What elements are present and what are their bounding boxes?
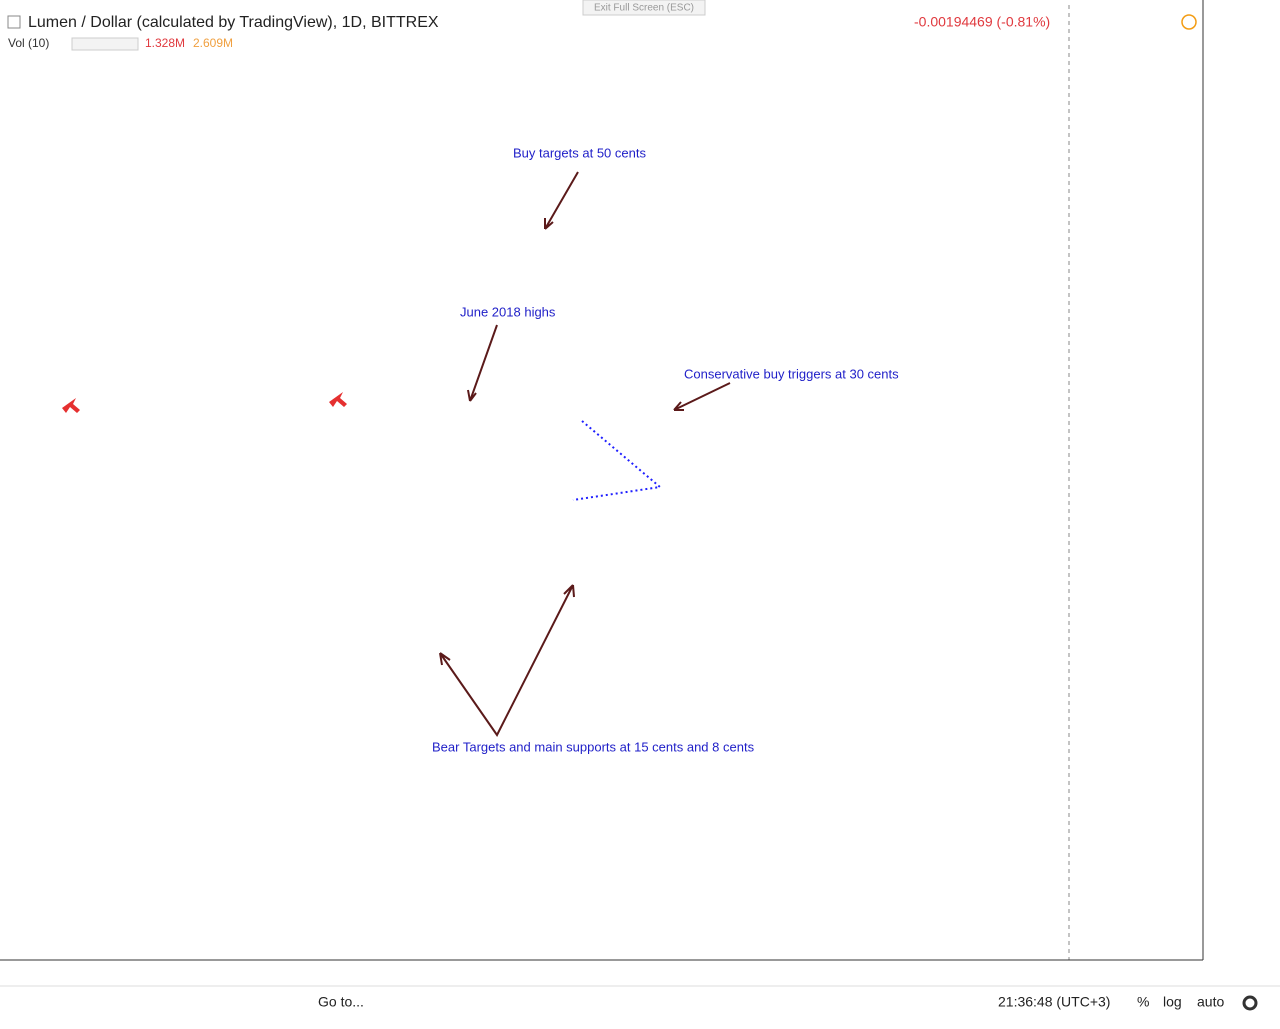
- annotation: Bear Targets and main supports at 15 cen…: [432, 739, 755, 754]
- exit-fullscreen[interactable]: Exit Full Screen (ESC): [594, 3, 694, 14]
- red-markers: [62, 392, 347, 413]
- volume-controls[interactable]: [71, 37, 139, 51]
- arrows: [439, 171, 731, 737]
- change: -0.00194469 (-0.81%): [914, 14, 1050, 30]
- triangle: [572, 420, 663, 501]
- annotation: June 2018 highs: [460, 304, 556, 319]
- auto-toggle[interactable]: auto: [1197, 994, 1224, 1010]
- clock: 21:36:48 (UTC+3): [998, 994, 1110, 1010]
- volume-label: Vol (10): [8, 36, 49, 50]
- goto[interactable]: Go to...: [318, 994, 364, 1010]
- settings-icon[interactable]: [1242, 995, 1258, 1011]
- alert-icon[interactable]: [1181, 14, 1197, 30]
- symbol-title: Lumen / Dollar (calculated by TradingVie…: [28, 14, 439, 31]
- annotation: Buy targets at 50 cents: [513, 145, 646, 160]
- exit-box[interactable]: [582, 0, 706, 16]
- percent-toggle[interactable]: %: [1137, 994, 1149, 1010]
- collapse[interactable]: [7, 15, 21, 29]
- annotation: Conservative buy triggers at 30 cents: [684, 366, 899, 381]
- volume-ma: 2.609M: [193, 36, 233, 50]
- log-toggle[interactable]: log: [1163, 994, 1182, 1010]
- volume-value: 1.328M: [145, 36, 185, 50]
